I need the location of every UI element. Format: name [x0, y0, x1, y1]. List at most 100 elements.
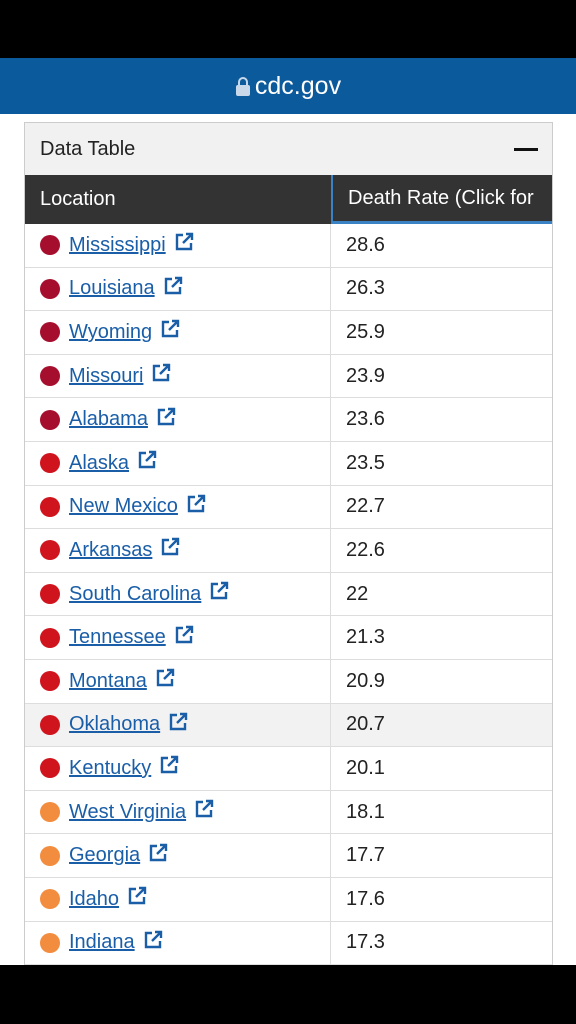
rate-cell: 22.7: [346, 495, 385, 518]
location-link[interactable]: Alaska: [69, 451, 130, 474]
rate-cell: 17.6: [346, 887, 385, 910]
rate-cell: 22: [346, 582, 369, 605]
rate-cell: 17.7: [346, 844, 385, 867]
status-dot: [40, 802, 60, 823]
external-link-icon[interactable]: [186, 494, 206, 520]
location-link[interactable]: Montana: [69, 669, 147, 692]
table-row: South Carolina 22: [25, 572, 552, 617]
location-link[interactable]: New Mexico: [69, 495, 178, 518]
table-row: Alabama 23.6: [25, 398, 552, 442]
bottom-bar: [0, 965, 576, 1024]
table-row: Missouri 23.9: [25, 354, 552, 399]
location-link[interactable]: Indiana: [69, 931, 135, 954]
location-link[interactable]: South Carolina: [69, 582, 202, 605]
rate-cell: 18.1: [346, 800, 385, 823]
external-link-icon[interactable]: [160, 319, 180, 345]
status-dot: [40, 889, 60, 910]
column-title[interactable]: Location: [40, 188, 116, 210]
external-link-icon[interactable]: [151, 363, 171, 389]
panel-header[interactable]: Data Table: [25, 122, 552, 175]
location-link[interactable]: Mississippi: [69, 233, 166, 256]
external-link-icon[interactable]: [160, 537, 180, 563]
external-link-icon[interactable]: [209, 581, 229, 607]
location-link[interactable]: Idaho: [69, 887, 120, 910]
external-link-icon[interactable]: [159, 755, 179, 781]
rate-cell: 17.3: [346, 931, 385, 954]
external-link-icon[interactable]: [156, 407, 176, 433]
location-cell: South Carolina: [25, 572, 331, 616]
table-row: Idaho 17.6: [25, 877, 552, 922]
location-link[interactable]: West Virginia: [69, 800, 187, 823]
rate-cell: 23.5: [346, 451, 385, 474]
data-table-panel: Data Table Location Death Rate (Click fo…: [24, 122, 553, 965]
rate-cell: 23.9: [346, 364, 385, 387]
table-row: Louisiana 26.3: [25, 267, 552, 312]
location-cell: Indiana: [25, 921, 331, 965]
status-dot: [40, 496, 60, 517]
location-cell: Missouri: [25, 354, 331, 398]
collapse-icon[interactable]: [514, 147, 538, 151]
status-dot: [40, 366, 60, 387]
external-link-icon[interactable]: [143, 930, 163, 956]
location-link[interactable]: Arkansas: [69, 538, 153, 561]
column-title[interactable]: Death Rate (Click for: [331, 175, 552, 224]
status-dot: [40, 584, 60, 605]
location-cell: Louisiana: [25, 267, 331, 311]
location-link[interactable]: Wyoming: [69, 320, 153, 343]
table-row: Oklahoma 20.7: [25, 703, 552, 748]
external-link-icon[interactable]: [127, 886, 147, 912]
external-link-icon[interactable]: [163, 276, 183, 302]
location-cell: Idaho: [25, 877, 331, 921]
status-dot: [40, 235, 60, 256]
column-header: Location Death Rate (Click for: [25, 175, 552, 224]
rate-cell: 23.6: [346, 408, 385, 431]
panel-title: Data Table: [40, 137, 136, 160]
status-dot: [40, 932, 60, 953]
external-link-icon[interactable]: [155, 668, 175, 694]
url-bar[interactable]: cdc.gov: [0, 58, 576, 114]
rate-cell: 21.3: [346, 626, 385, 649]
external-link-icon[interactable]: [174, 232, 194, 258]
rate-cell: 26.3: [346, 277, 385, 300]
location-cell: West Virginia: [25, 790, 331, 834]
status-dot: [40, 714, 60, 735]
domain: cdc.gov: [254, 71, 342, 100]
location-cell: Kentucky: [25, 747, 331, 790]
location-cell: Georgia: [25, 834, 331, 877]
location-link[interactable]: Oklahoma: [69, 713, 161, 736]
status-dot: [40, 627, 60, 648]
table-row: Mississippi 28.6: [25, 224, 552, 268]
rate-cell: 20.7: [346, 713, 385, 736]
rate-cell: 20.9: [346, 669, 385, 692]
external-link-icon[interactable]: [168, 712, 188, 738]
table-row: Indiana 17.3: [25, 921, 552, 965]
status-dot: [40, 845, 60, 866]
status-bar: [0, 0, 576, 58]
status-dot: [40, 409, 60, 430]
location-link[interactable]: Missouri: [69, 364, 144, 387]
location-link[interactable]: Louisiana: [69, 277, 155, 300]
external-link-icon[interactable]: [174, 625, 194, 651]
rate-cell: 28.6: [346, 233, 385, 256]
status-dot: [40, 453, 60, 474]
rate-cell: 22.6: [346, 538, 385, 561]
external-link-icon[interactable]: [137, 450, 157, 476]
status-dot: [40, 671, 60, 692]
location-cell: Arkansas: [25, 529, 331, 572]
location-cell: Alaska: [25, 441, 331, 485]
location-cell: Mississippi: [25, 224, 331, 267]
status-dot: [40, 278, 60, 299]
location-link[interactable]: Alabama: [69, 408, 148, 431]
table-row: Montana 20.9: [25, 659, 552, 704]
location-link[interactable]: Tennessee: [69, 626, 166, 649]
external-link-icon[interactable]: [194, 799, 214, 825]
location-link[interactable]: Georgia: [69, 844, 141, 867]
external-link-icon[interactable]: [148, 843, 168, 869]
status-dot: [40, 758, 60, 779]
lock-icon: [235, 77, 250, 96]
rate-cell: 20.1: [346, 756, 385, 779]
location-link[interactable]: Kentucky: [69, 756, 152, 779]
table-row: West Virginia 18.1: [25, 790, 552, 835]
location-cell: Montana: [25, 659, 331, 703]
